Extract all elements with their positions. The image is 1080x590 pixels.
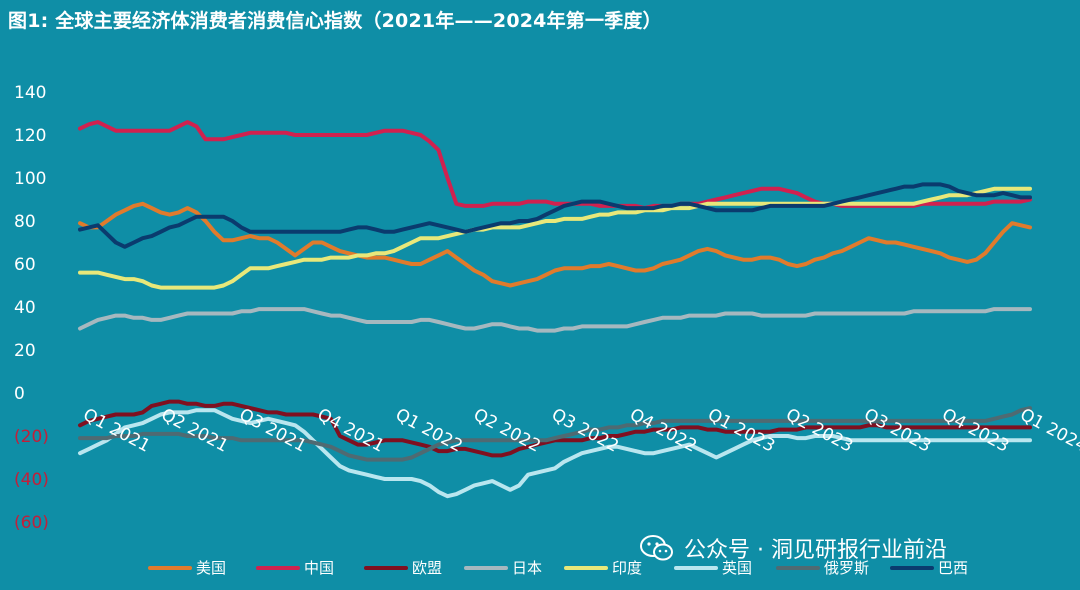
x-tick-label: Q3 2022 [548, 405, 622, 457]
chart-title: 图1: 全球主要经济体消费者消费信心指数（2021年——2024年第一季度） [8, 10, 662, 32]
y-tick-label: 140 [14, 83, 46, 103]
y-tick-label: (60) [14, 513, 49, 533]
watermark-text: 公众号 · 洞见研报行业前沿 [684, 538, 947, 563]
watermark: 公众号 · 洞见研报行业前沿 [640, 532, 947, 564]
y-tick-label: (40) [14, 470, 49, 490]
x-tick-label: Q4 2023 [939, 405, 1013, 457]
legend-label-3: 日本 [512, 559, 542, 577]
legend-label-6: 俄罗斯 [824, 559, 869, 577]
y-tick-label: 120 [14, 126, 46, 146]
x-tick-label: Q2 2022 [470, 405, 544, 457]
series-line-2 [78, 399, 1032, 458]
legend-label-4: 印度 [612, 559, 642, 577]
series-line-1 [78, 120, 1032, 211]
legend: 美国 中国 欧盟 日本 印度 英国 俄罗斯 巴西 [148, 559, 968, 577]
y-tick-label: 60 [14, 255, 36, 275]
series-line-0 [78, 201, 1032, 288]
y-tick-label: 20 [14, 341, 36, 361]
y-tick-label: 100 [14, 169, 46, 189]
series-lines [78, 120, 1032, 499]
wechat-icon [640, 535, 673, 561]
y-tick-label: 80 [14, 212, 36, 232]
y-tick-label: (20) [14, 427, 49, 447]
legend-label-0: 美国 [196, 559, 226, 577]
y-tick-label: 40 [14, 298, 36, 318]
x-axis-ticks: Q1 2021 Q2 2021 Q3 2021 Q4 2021 Q1 2022 Q2 20… [80, 405, 1080, 457]
x-tick-label: Q3 2023 [860, 405, 934, 457]
series-line-7 [78, 182, 1032, 249]
x-tick-label: Q1 2024 [1017, 405, 1080, 457]
x-tick-label: Q4 2021 [314, 405, 388, 457]
y-axis-ticks: 140 120 100 80 60 40 20 0 (20) (40) (60) [14, 83, 49, 533]
legend-label-2: 欧盟 [412, 559, 442, 577]
y-tick-label: 0 [14, 384, 25, 404]
legend-label-5: 英国 [722, 559, 752, 577]
series-line-5 [78, 408, 1032, 499]
series-line-4 [78, 186, 1032, 290]
series-line-6 [78, 406, 1032, 462]
legend-label-7: 巴西 [938, 559, 968, 577]
series-line-3 [78, 307, 1032, 333]
legend-label-1: 中国 [304, 559, 334, 577]
